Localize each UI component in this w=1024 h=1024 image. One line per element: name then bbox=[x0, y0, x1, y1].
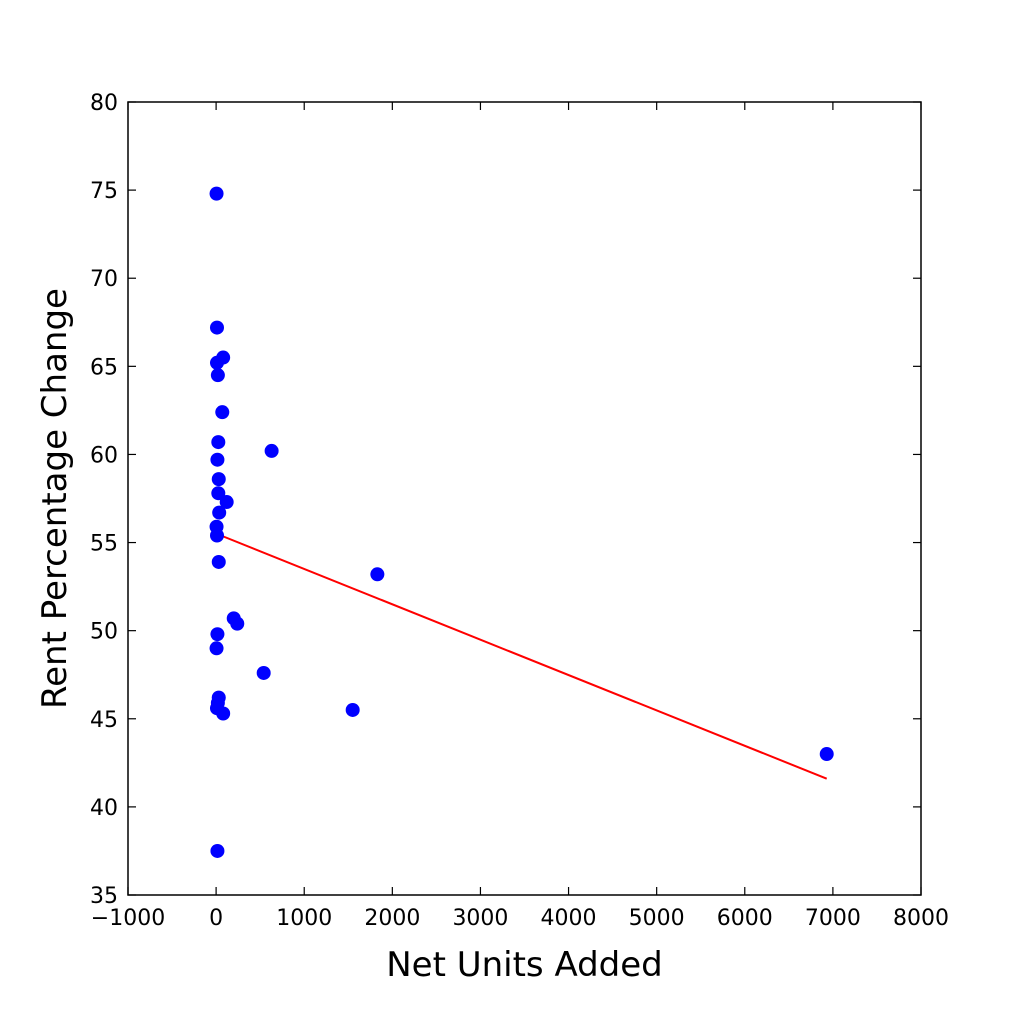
scatter-point bbox=[216, 706, 231, 721]
scatter-point bbox=[230, 616, 245, 631]
ticks-layer: −1000 0 1000 2000 3000 4000 5000 6000 7000 8000 35… bbox=[90, 91, 949, 931]
x-tick-label: 3000 bbox=[452, 906, 508, 931]
y-tick-label: 70 bbox=[90, 267, 118, 292]
scatter-point bbox=[211, 486, 226, 501]
x-tick-label: 4000 bbox=[541, 906, 597, 931]
scatter-point bbox=[256, 665, 271, 680]
y-tick-label: 55 bbox=[90, 532, 118, 557]
x-tick-label: 5000 bbox=[629, 906, 685, 931]
y-tick-label: 40 bbox=[90, 796, 118, 821]
x-tick-label: 0 bbox=[209, 906, 223, 931]
scatter-point bbox=[215, 405, 230, 420]
x-tick-label: 8000 bbox=[893, 906, 949, 931]
y-tick-label: 80 bbox=[90, 91, 118, 116]
y-axis-title: Rent Percentage Change bbox=[35, 288, 75, 709]
scatter-point bbox=[345, 702, 360, 717]
scatter-point bbox=[211, 554, 226, 569]
y-tick-label: 65 bbox=[90, 355, 118, 380]
data-layer bbox=[209, 186, 834, 858]
y-tick-label: 75 bbox=[90, 179, 118, 204]
x-tick-label: −1000 bbox=[91, 906, 165, 931]
scatter-point bbox=[209, 186, 224, 201]
scatter-point bbox=[211, 435, 226, 450]
scatter-point bbox=[211, 472, 226, 487]
scatter-point bbox=[210, 368, 225, 383]
y-tick-label: 60 bbox=[90, 443, 118, 468]
scatter-point bbox=[210, 452, 225, 467]
x-tick-label: 1000 bbox=[276, 906, 332, 931]
scatter-point bbox=[209, 320, 224, 335]
scatter-point bbox=[209, 355, 224, 370]
scatter-point bbox=[370, 567, 385, 582]
scatter-point bbox=[264, 443, 279, 458]
scatter-point bbox=[219, 495, 234, 510]
scatter-point bbox=[210, 627, 225, 642]
x-tick-label: 6000 bbox=[717, 906, 773, 931]
x-tick-label: 7000 bbox=[805, 906, 861, 931]
scatter-point bbox=[209, 528, 224, 543]
x-axis-title: Net Units Added bbox=[386, 945, 663, 985]
plot-area-frame bbox=[127, 101, 922, 896]
y-tick-label: 50 bbox=[90, 620, 118, 645]
regression-line bbox=[216, 532, 828, 780]
y-tick-label: 45 bbox=[90, 708, 118, 733]
y-tick-label: 35 bbox=[90, 884, 118, 909]
scatter-point bbox=[210, 843, 225, 858]
scatter-point bbox=[212, 505, 227, 520]
scatter-point bbox=[209, 641, 224, 656]
scatter-point bbox=[819, 747, 834, 762]
x-tick-label: 2000 bbox=[364, 906, 420, 931]
